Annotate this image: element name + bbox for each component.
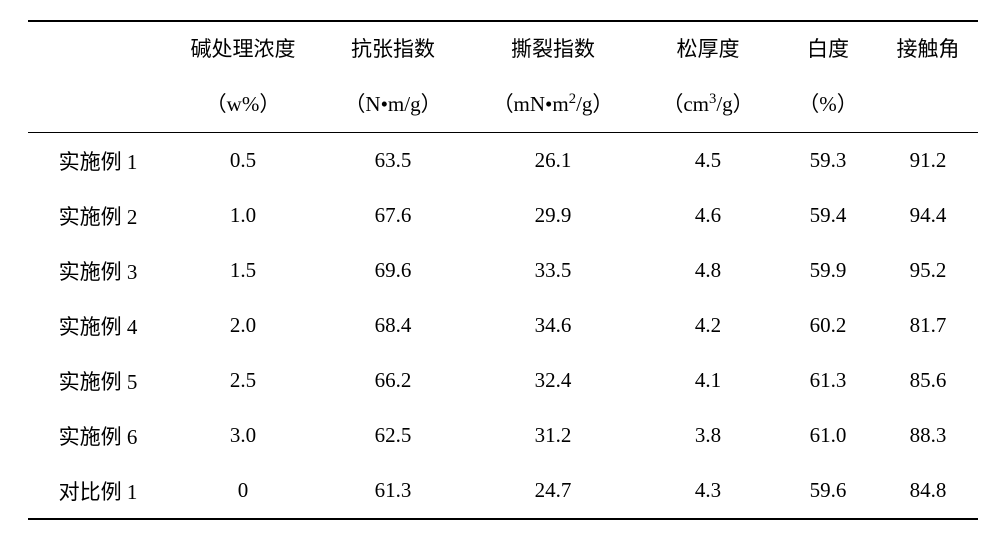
cell-value: 0	[168, 463, 318, 519]
cell-value: 4.3	[638, 463, 778, 519]
cell-value: 1.0	[168, 188, 318, 243]
col-unit-alkali-conc: （w%）	[168, 77, 318, 133]
cell-value: 81.7	[878, 298, 978, 353]
table-container: 碱处理浓度 抗张指数 撕裂指数 松厚度 白度 接触角 （w%） （N•m/g） …	[0, 0, 1000, 520]
cell-value: 95.2	[878, 243, 978, 298]
cell-value: 69.6	[318, 243, 468, 298]
cell-value: 2.5	[168, 353, 318, 408]
table-row: 实施例 31.569.633.54.859.995.2	[28, 243, 978, 298]
cell-value: 62.5	[318, 408, 468, 463]
cell-value: 88.3	[878, 408, 978, 463]
cell-value: 61.3	[778, 353, 878, 408]
col-header-bulk: 松厚度	[638, 21, 778, 77]
col-unit-tensile-index: （N•m/g）	[318, 77, 468, 133]
col-header-rowlabel	[28, 21, 168, 77]
col-header-tensile-index: 抗张指数	[318, 21, 468, 77]
table-row: 实施例 52.566.232.44.161.385.6	[28, 353, 978, 408]
cell-value: 3.8	[638, 408, 778, 463]
cell-value: 26.1	[468, 133, 638, 189]
col-header-alkali-conc: 碱处理浓度	[168, 21, 318, 77]
table-body: 实施例 10.563.526.14.559.391.2实施例 21.067.62…	[28, 133, 978, 520]
cell-value: 3.0	[168, 408, 318, 463]
cell-value: 0.5	[168, 133, 318, 189]
table-row: 对比例 1061.324.74.359.684.8	[28, 463, 978, 519]
cell-value: 67.6	[318, 188, 468, 243]
cell-value: 59.3	[778, 133, 878, 189]
table-row: 实施例 21.067.629.94.659.494.4	[28, 188, 978, 243]
cell-value: 59.9	[778, 243, 878, 298]
cell-value: 4.5	[638, 133, 778, 189]
col-unit-bulk: （cm3/g）	[638, 77, 778, 133]
cell-value: 61.3	[318, 463, 468, 519]
cell-value: 24.7	[468, 463, 638, 519]
cell-value: 29.9	[468, 188, 638, 243]
table-row: 实施例 42.068.434.64.260.281.7	[28, 298, 978, 353]
data-table: 碱处理浓度 抗张指数 撕裂指数 松厚度 白度 接触角 （w%） （N•m/g） …	[28, 20, 978, 520]
cell-value: 4.8	[638, 243, 778, 298]
cell-value: 61.0	[778, 408, 878, 463]
col-header-whiteness: 白度	[778, 21, 878, 77]
cell-value: 2.0	[168, 298, 318, 353]
cell-value: 84.8	[878, 463, 978, 519]
cell-value: 34.6	[468, 298, 638, 353]
table-header: 碱处理浓度 抗张指数 撕裂指数 松厚度 白度 接触角 （w%） （N•m/g） …	[28, 21, 978, 133]
cell-value: 32.4	[468, 353, 638, 408]
row-label: 实施例 1	[28, 133, 168, 189]
cell-value: 66.2	[318, 353, 468, 408]
cell-value: 59.4	[778, 188, 878, 243]
col-unit-whiteness: （%）	[778, 77, 878, 133]
cell-value: 33.5	[468, 243, 638, 298]
col-unit-rowlabel	[28, 77, 168, 133]
cell-value: 59.6	[778, 463, 878, 519]
cell-value: 85.6	[878, 353, 978, 408]
row-label: 对比例 1	[28, 463, 168, 519]
row-label: 实施例 5	[28, 353, 168, 408]
cell-value: 4.2	[638, 298, 778, 353]
cell-value: 4.1	[638, 353, 778, 408]
cell-value: 68.4	[318, 298, 468, 353]
col-header-tear-index: 撕裂指数	[468, 21, 638, 77]
table-row: 实施例 63.062.531.23.861.088.3	[28, 408, 978, 463]
cell-value: 91.2	[878, 133, 978, 189]
cell-value: 60.2	[778, 298, 878, 353]
row-label: 实施例 6	[28, 408, 168, 463]
cell-value: 94.4	[878, 188, 978, 243]
table-row: 实施例 10.563.526.14.559.391.2	[28, 133, 978, 189]
col-header-contact-angle: 接触角	[878, 21, 978, 77]
row-label: 实施例 4	[28, 298, 168, 353]
row-label: 实施例 3	[28, 243, 168, 298]
col-unit-tear-index: （mN•m2/g）	[468, 77, 638, 133]
cell-value: 1.5	[168, 243, 318, 298]
cell-value: 31.2	[468, 408, 638, 463]
cell-value: 4.6	[638, 188, 778, 243]
col-unit-contact-angle	[878, 77, 978, 133]
cell-value: 63.5	[318, 133, 468, 189]
row-label: 实施例 2	[28, 188, 168, 243]
